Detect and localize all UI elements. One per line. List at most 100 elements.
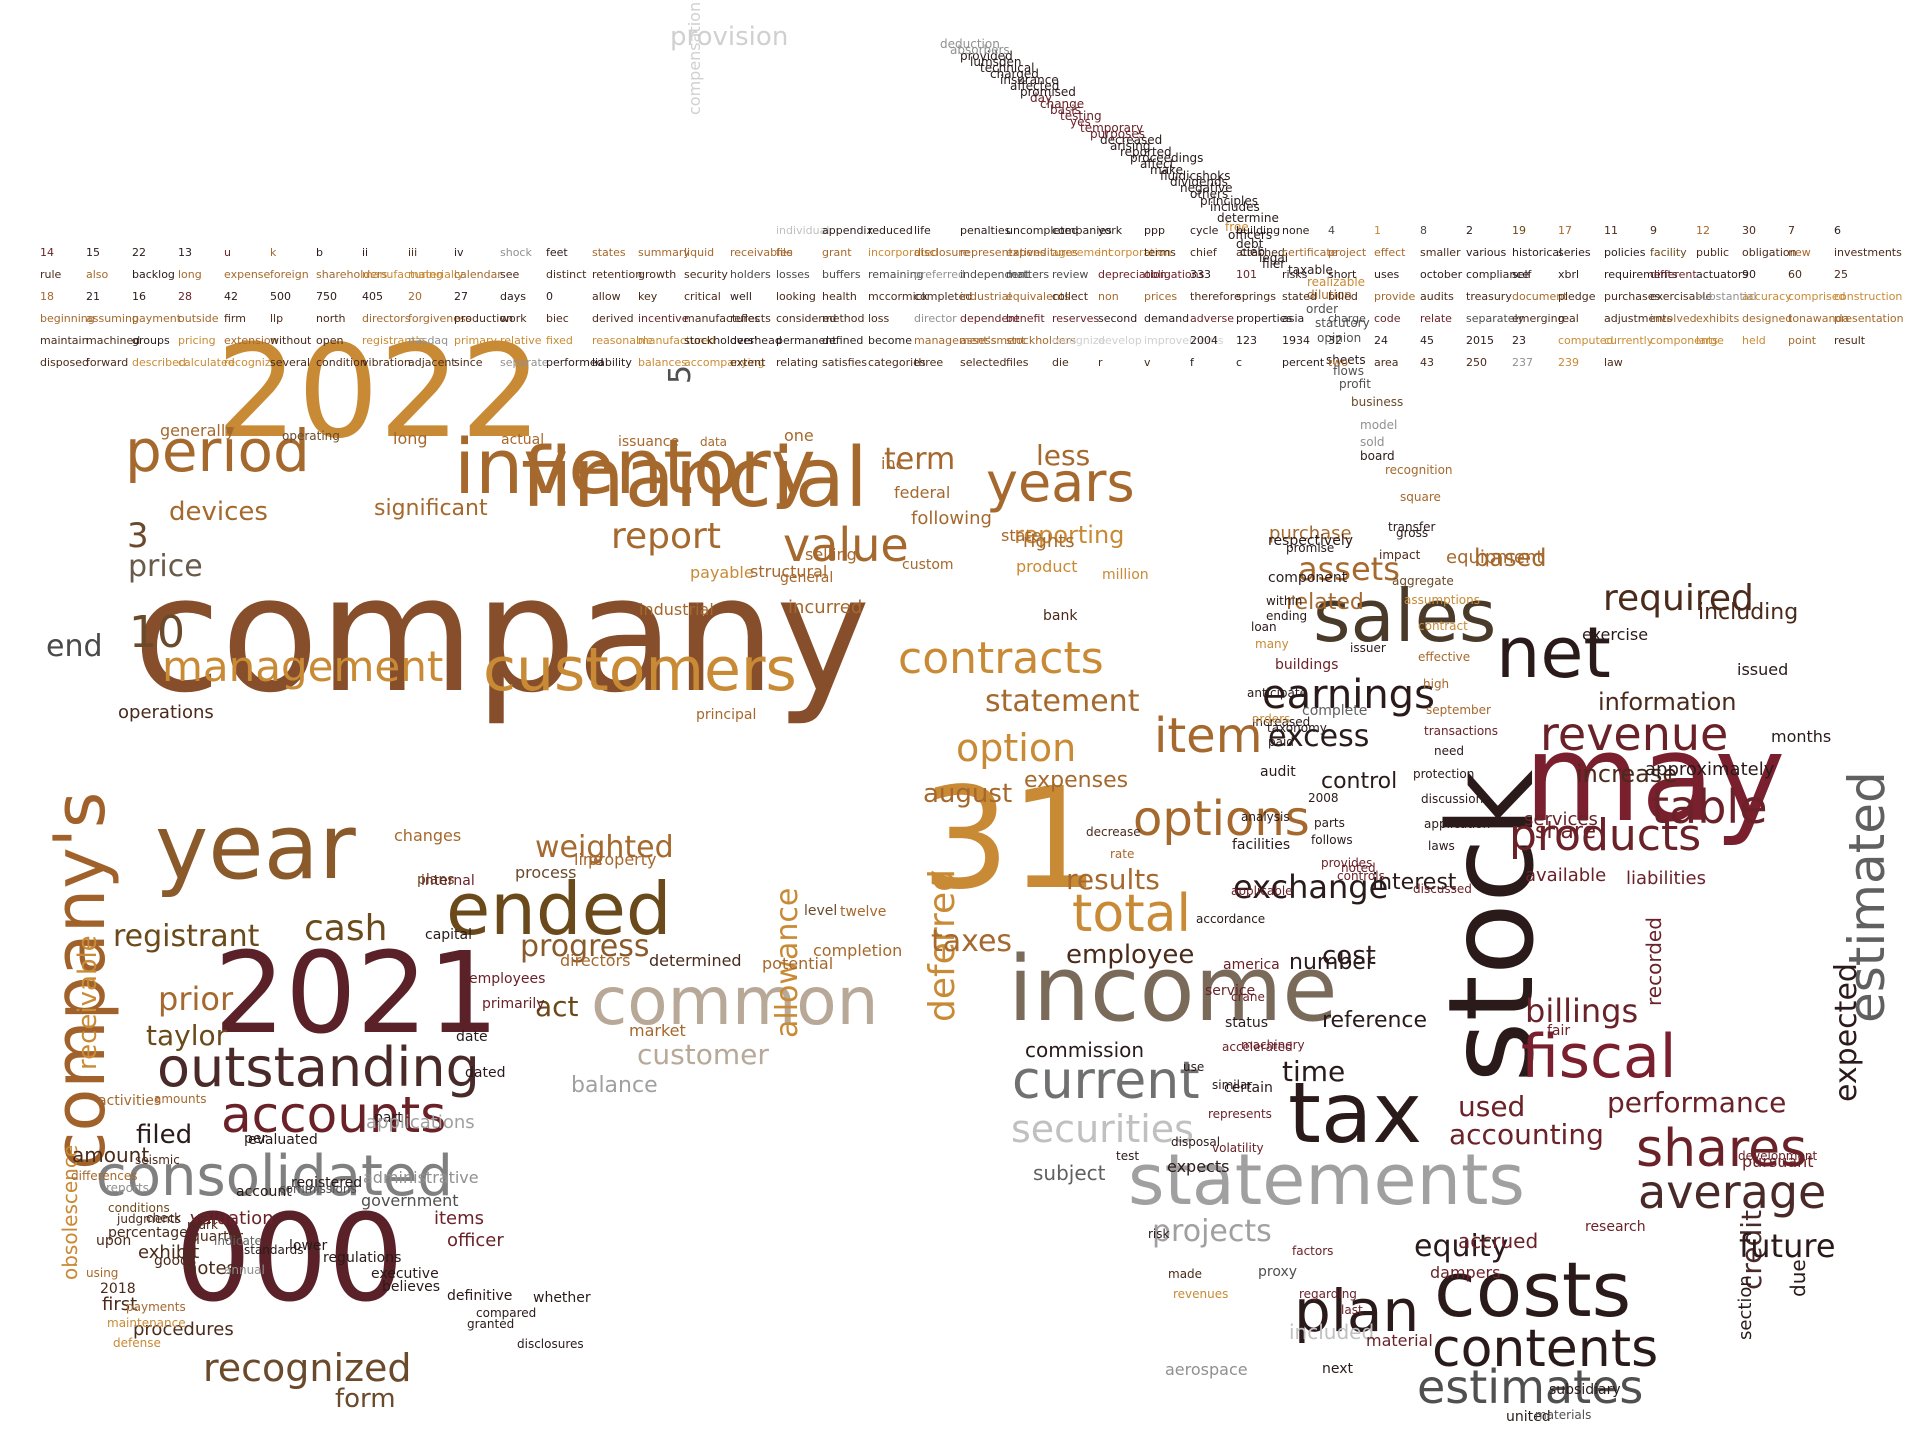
word-effective: effective xyxy=(1418,650,1471,664)
word-feet: feet xyxy=(546,246,568,259)
word-pursuant: pursuant xyxy=(1742,1152,1814,1171)
word-accounting: accounting xyxy=(1449,1118,1604,1151)
word-determined: determined xyxy=(649,951,742,970)
word-payments: payments xyxy=(126,1300,186,1314)
word-beginning: beginning xyxy=(40,312,95,325)
word-equity: equity xyxy=(1414,1229,1509,1264)
word-building: building xyxy=(1236,224,1281,237)
word-factors: factors xyxy=(1292,1244,1334,1258)
word-accordance: accordance xyxy=(1196,912,1266,926)
word-paid: paid xyxy=(1268,735,1294,749)
word-cycle: cycle xyxy=(1190,224,1219,237)
word-estimates: estimates xyxy=(1417,1360,1644,1414)
word-looking: looking xyxy=(776,290,816,303)
word-structural: structural xyxy=(750,562,828,581)
word-various: various xyxy=(1466,246,1507,259)
word-government: government xyxy=(361,1191,459,1210)
word-discussion: discussion xyxy=(1421,792,1484,806)
word-backlog: backlog xyxy=(132,268,175,281)
word-new: new xyxy=(1788,246,1811,259)
word-12: 12 xyxy=(1696,224,1710,237)
word-first: first xyxy=(102,1294,138,1315)
word-stockholders: stockholders xyxy=(1006,334,1076,347)
word-plans: plans xyxy=(417,872,455,888)
word-regulations: regulations xyxy=(323,1250,402,1266)
word-reported: reported xyxy=(1120,145,1172,159)
word-defense: defense xyxy=(113,1336,161,1350)
word-recorded: recorded xyxy=(1642,917,1666,1006)
word-critical: critical xyxy=(684,290,721,303)
word-ending: ending xyxy=(1266,609,1308,623)
word-none: none xyxy=(1282,224,1310,237)
word-upon: upon xyxy=(96,1233,132,1249)
word-incorporation: incorporation xyxy=(1098,246,1172,259)
word-shock: shock xyxy=(500,246,532,259)
word-part: part xyxy=(374,1110,403,1126)
word-consolidated: consolidated xyxy=(96,1144,453,1209)
word-nasdaq: nasdaq xyxy=(408,334,449,347)
word-recognizes: recognizes xyxy=(224,356,284,369)
word-subject: subject xyxy=(1033,1161,1106,1185)
word-several: several xyxy=(270,356,311,369)
word-cieb: cieb xyxy=(1240,245,1265,259)
word-disposed: disposed xyxy=(40,356,89,369)
word-b: b xyxy=(316,246,323,259)
word-losses: losses xyxy=(776,268,810,281)
word-registrant: registrant xyxy=(113,919,260,954)
word-reflects: reflects xyxy=(730,312,771,325)
word-status: status xyxy=(1225,1015,1269,1031)
word-cost: cost xyxy=(1322,941,1376,971)
word-gross: gross xyxy=(1396,526,1429,540)
word-237: 237 xyxy=(1512,356,1533,369)
word-procedures: procedures xyxy=(133,1319,234,1340)
word-inc: inc xyxy=(881,454,905,473)
word-options: options xyxy=(1133,791,1310,847)
word-13: 13 xyxy=(178,246,192,259)
word-million: million xyxy=(1102,567,1149,583)
word-uses: uses xyxy=(1374,268,1400,281)
word-growth: growth xyxy=(638,268,677,281)
word-14: 14 xyxy=(40,246,54,259)
word-designed: designed xyxy=(1742,312,1793,325)
word-transactions: transactions xyxy=(1424,724,1499,738)
word-tax: tax xyxy=(1288,1064,1423,1162)
word-forgiveness: forgiveness xyxy=(408,312,472,325)
word-xbrl: xbrl xyxy=(1558,268,1580,281)
word-file: file xyxy=(776,246,793,259)
word-approximately: approximately xyxy=(1645,759,1775,780)
word-improvements: improvements xyxy=(1144,334,1224,347)
word-summary: summary xyxy=(638,246,690,259)
word-facility: facility xyxy=(1650,246,1687,259)
word-affected: affected xyxy=(1010,79,1060,93)
word-anticipate: anticipate xyxy=(1247,686,1307,700)
word-discussed: discussed xyxy=(1413,882,1472,896)
word-obligations: obligations xyxy=(1144,268,1205,281)
word-preferred: preferred xyxy=(914,268,966,281)
word-25: 25 xyxy=(1834,268,1848,281)
word-2004: 2004 xyxy=(1190,334,1218,347)
word-risk: risk xyxy=(1148,1227,1170,1241)
word-also: also xyxy=(86,268,109,281)
word-held: held xyxy=(1742,334,1766,347)
word-foreign: foreign xyxy=(270,268,309,281)
word-terms: terms xyxy=(1144,246,1176,259)
word-directors: directors xyxy=(362,312,411,325)
word-flows: flows xyxy=(1333,364,1364,378)
word-document: document xyxy=(1512,290,1568,303)
word-extent: extent xyxy=(730,356,766,369)
word-selling: selling xyxy=(805,545,857,564)
word-percent: percent xyxy=(1282,356,1325,369)
word-3: 3 xyxy=(127,516,149,556)
word-proxy: proxy xyxy=(1258,1264,1298,1280)
word-firm: firm xyxy=(224,312,246,325)
word-incentive: incentive xyxy=(638,312,689,325)
word-inventory: inventory xyxy=(454,422,816,511)
word-plan: plan xyxy=(1294,1277,1420,1345)
word-generally: generally xyxy=(160,421,235,440)
word-fair: fair xyxy=(1547,1023,1571,1039)
word-life: life xyxy=(914,224,931,237)
word-separate: separate xyxy=(500,356,549,369)
word-valuation: valuation xyxy=(190,1208,274,1229)
word-issuer: issuer xyxy=(1350,641,1386,655)
